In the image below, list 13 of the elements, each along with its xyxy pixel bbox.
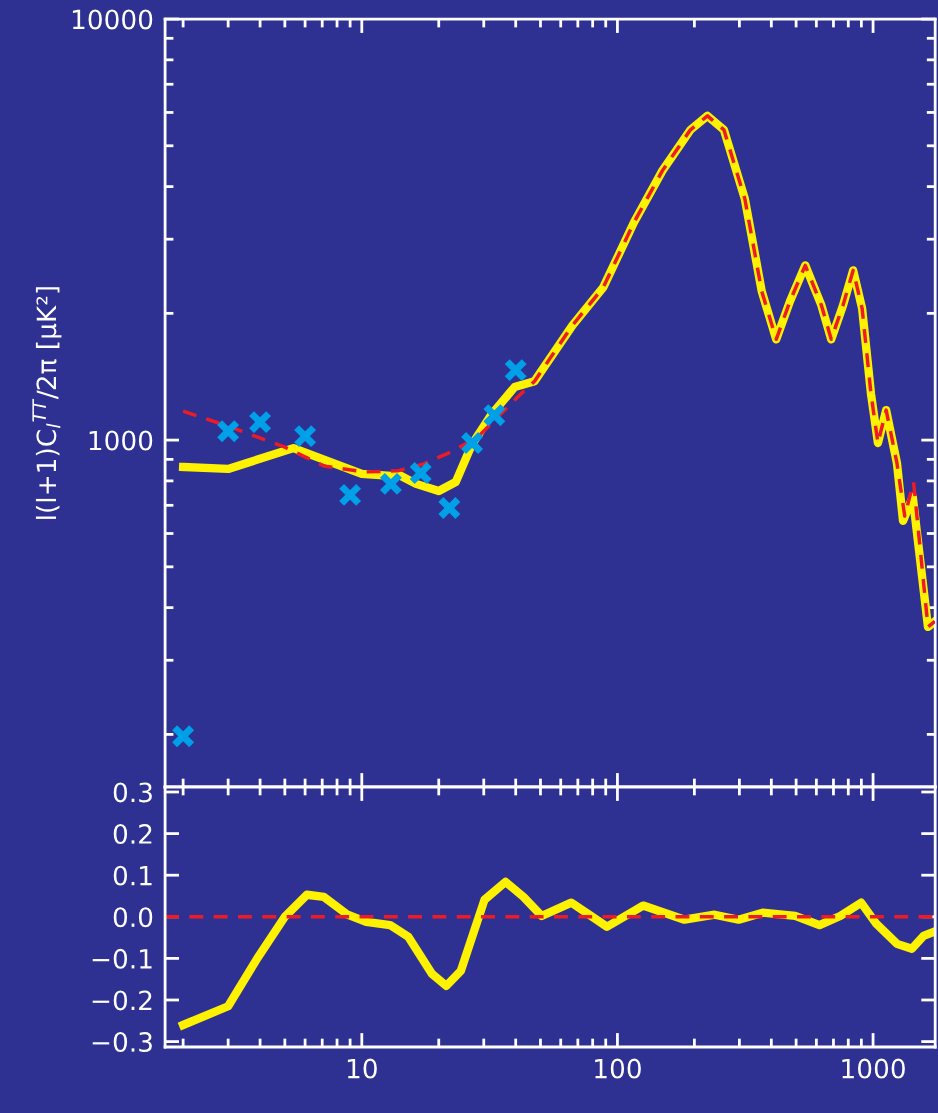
y-tick-label: 0.3 bbox=[113, 782, 152, 803]
y-tick-label: −0.3 bbox=[92, 1032, 152, 1052]
x-tick-label: 1000 bbox=[842, 1058, 905, 1079]
y-tick-label: 0.1 bbox=[113, 865, 152, 886]
y-axis-title: l(l+1)C$_{l}$$^{TT}$/2π [μK²] bbox=[32, 287, 62, 519]
y-tick-label: 0.2 bbox=[113, 824, 152, 844]
x-tick-label: 100 bbox=[595, 1058, 641, 1079]
y-tick-label: 1000 bbox=[89, 430, 153, 451]
y-tick-label: −0.2 bbox=[92, 990, 152, 1011]
x-tick-label: 10 bbox=[347, 1058, 377, 1079]
y-tick-label: 10000 bbox=[72, 9, 153, 30]
y-tick-label: −0.1 bbox=[92, 948, 152, 969]
y-tick-label: 0.0 bbox=[113, 907, 153, 928]
